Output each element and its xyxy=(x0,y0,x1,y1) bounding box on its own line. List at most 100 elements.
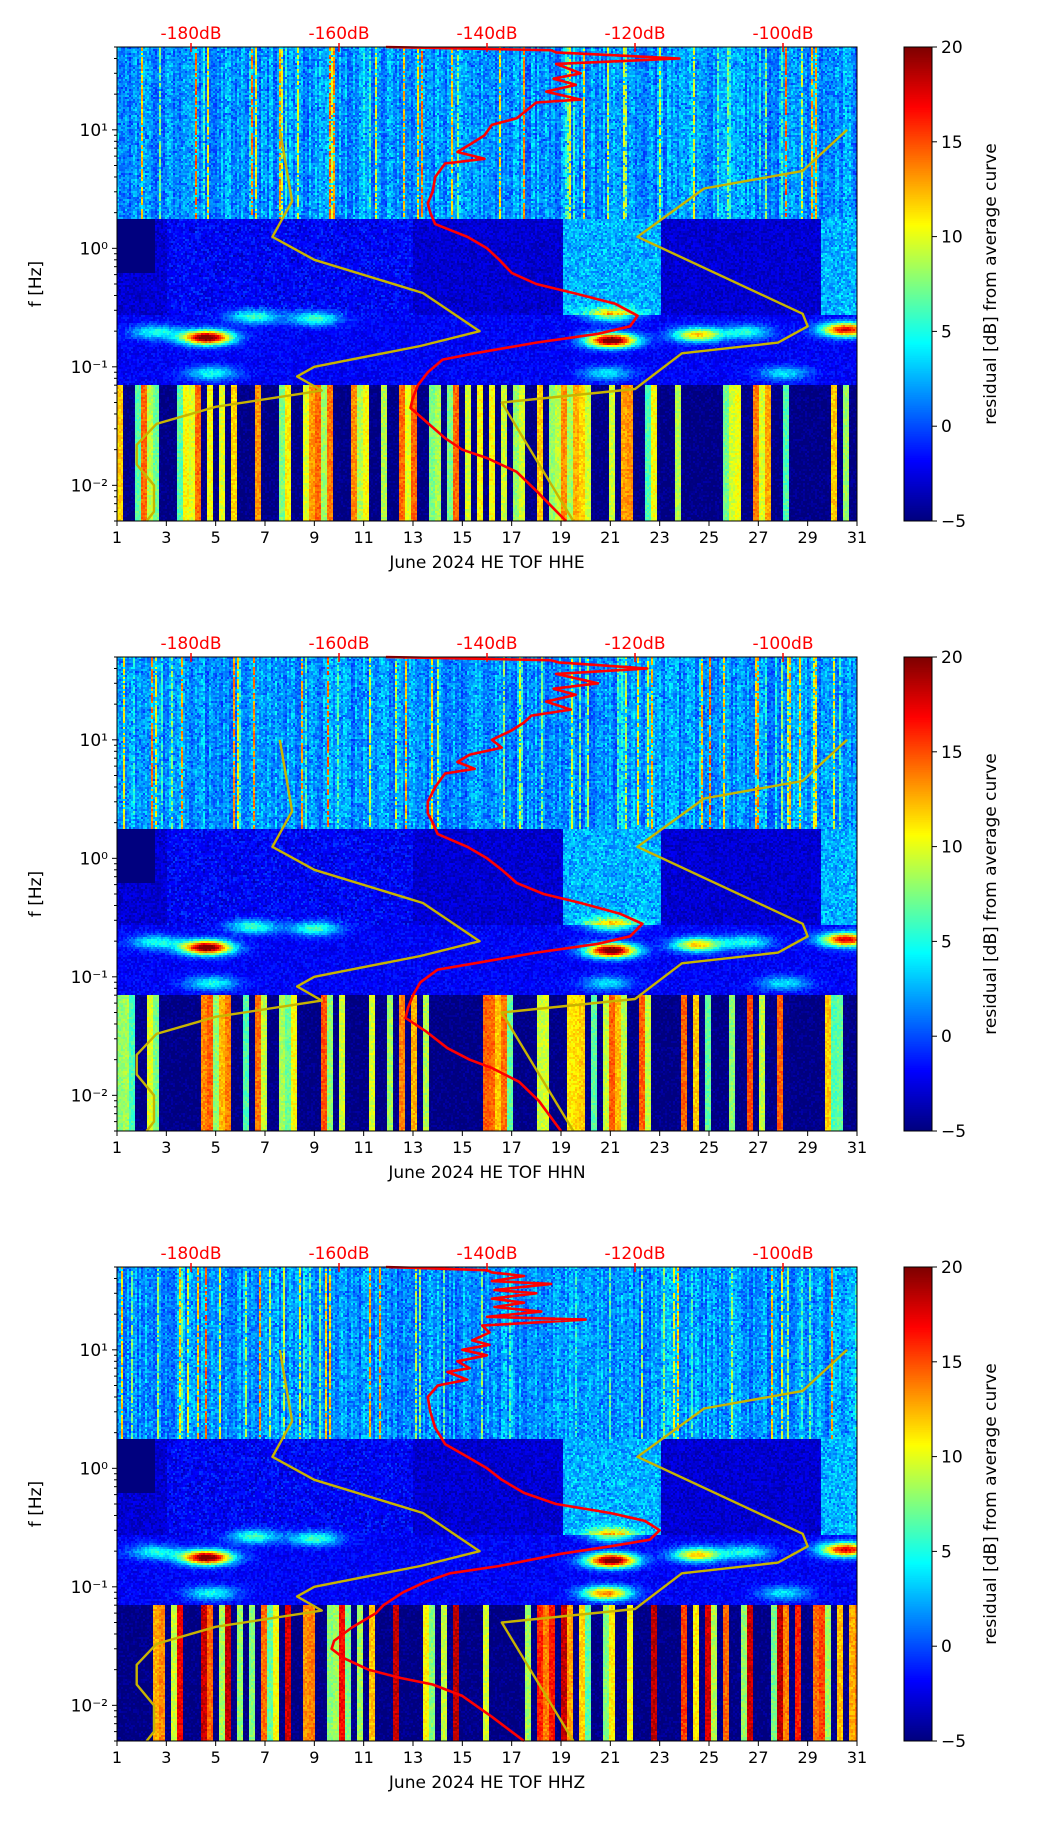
x-tick-label: 11 xyxy=(353,528,373,547)
top-db-tick-label: -100dB xyxy=(752,634,813,654)
y-tick-label: 10¹ xyxy=(80,121,108,141)
spectrogram-panel-hhz: 1 3 5 7 9 11 13 15 17 19 21 23 25 27 29 31 June 2024 HE … xyxy=(0,1220,1052,1830)
colorbar-frame xyxy=(903,1266,933,1742)
y-tick-label: 10¹ xyxy=(80,1341,108,1361)
series-line-average-psd xyxy=(330,1265,662,1743)
x-tick-label: 17 xyxy=(501,1138,521,1157)
colorbar-label: residual [dB] from average curve xyxy=(981,1363,1001,1644)
x-tick-label: 19 xyxy=(551,1138,571,1157)
top-db-tick-label: -180dB xyxy=(160,634,221,654)
x-tick-label: 9 xyxy=(309,528,319,547)
spectrogram-image xyxy=(117,657,857,1131)
x-tick-label: 23 xyxy=(649,1748,669,1767)
series-line-average-psd xyxy=(385,45,681,522)
colorbar-tick-label: 5 xyxy=(941,1542,952,1562)
x-tick-label: 25 xyxy=(699,1748,719,1767)
x-tick-label: 19 xyxy=(551,528,571,547)
x-tick-label: 3 xyxy=(161,528,171,547)
colorbar xyxy=(904,1267,932,1741)
series-line-low-noise-model xyxy=(135,1349,481,1742)
colorbar-tick-label: −5 xyxy=(941,1732,966,1752)
x-tick-label: 1 xyxy=(112,1748,122,1767)
x-tick-label: 27 xyxy=(748,1748,768,1767)
x-tick-label: 7 xyxy=(260,1748,270,1767)
y-axis-label: f [Hz] xyxy=(26,871,46,917)
top-db-tick-label: -140dB xyxy=(456,24,517,44)
top-db-tick-label: -120dB xyxy=(604,1244,665,1264)
colorbar-frame xyxy=(903,656,933,1132)
x-tick-label: 25 xyxy=(699,1138,719,1157)
colorbar-tick-label: 10 xyxy=(941,228,963,248)
x-tick-label: 23 xyxy=(649,1138,669,1157)
x-axis-label: June 2024 HE TOF HHE xyxy=(388,553,584,573)
colorbar-frame xyxy=(903,46,933,522)
plot-frame xyxy=(116,1266,858,1742)
y-axis-label: f [Hz] xyxy=(26,261,46,307)
x-tick-label: 11 xyxy=(353,1138,373,1157)
x-tick-label: 15 xyxy=(452,1748,472,1767)
x-tick-label: 9 xyxy=(309,1748,319,1767)
x-tick-label: 29 xyxy=(797,1748,817,1767)
x-tick-label: 7 xyxy=(260,1138,270,1157)
colorbar-tick-label: 20 xyxy=(941,648,963,668)
colorbar-tick-label: −5 xyxy=(941,1122,966,1142)
colorbar-tick-label: 20 xyxy=(941,1258,963,1278)
x-tick-label: 13 xyxy=(403,528,423,547)
x-tick-label: 27 xyxy=(748,528,768,547)
x-tick-label: 29 xyxy=(797,1138,817,1157)
series-line-low-noise-model xyxy=(135,739,481,1132)
x-tick-label: 29 xyxy=(797,528,817,547)
colorbar-tick-label: 15 xyxy=(941,743,963,763)
x-tick-label: 13 xyxy=(403,1138,423,1157)
x-tick-label: 13 xyxy=(403,1748,423,1767)
x-tick-label: 21 xyxy=(600,528,620,547)
x-tick-label: 27 xyxy=(748,1138,768,1157)
x-tick-label: 15 xyxy=(452,1138,472,1157)
colorbar-tick-label: 0 xyxy=(941,1027,952,1047)
colorbar-tick-label: 10 xyxy=(941,1448,963,1468)
x-tick-label: 31 xyxy=(847,1748,867,1767)
x-tick-label: 1 xyxy=(112,1138,122,1157)
series-line-low-noise-model xyxy=(135,129,481,522)
x-tick-label: 31 xyxy=(847,1138,867,1157)
colorbar-label: residual [dB] from average curve xyxy=(981,753,1001,1034)
x-tick-label: 19 xyxy=(551,1748,571,1767)
x-tick-label: 23 xyxy=(649,528,669,547)
colorbar-tick-label: 15 xyxy=(941,133,963,153)
top-db-tick-label: -100dB xyxy=(752,1244,813,1264)
x-tick-label: 7 xyxy=(260,528,270,547)
series-line-high-noise-model xyxy=(500,1348,848,1742)
plot-frame xyxy=(116,46,858,522)
top-db-tick-label: -180dB xyxy=(160,24,221,44)
y-tick-label: 10⁰ xyxy=(80,849,109,869)
x-axis-label: June 2024 HE TOF HHN xyxy=(387,1163,585,1183)
x-tick-label: 9 xyxy=(309,1138,319,1157)
x-tick-label: 15 xyxy=(452,528,472,547)
colorbar-tick-label: 5 xyxy=(941,932,952,952)
y-tick-label: 10⁰ xyxy=(80,1459,109,1479)
x-tick-label: 5 xyxy=(211,1138,221,1157)
top-db-tick-label: -160dB xyxy=(308,1244,369,1264)
top-db-tick-label: -180dB xyxy=(160,1244,221,1264)
plot-frame xyxy=(116,656,858,1132)
y-tick-label: 10⁻² xyxy=(71,1086,108,1106)
colorbar-tick-label: 15 xyxy=(941,1353,963,1373)
series-line-high-noise-model xyxy=(500,738,848,1132)
y-tick-label: 10⁰ xyxy=(80,239,109,259)
x-tick-label: 21 xyxy=(600,1138,620,1157)
x-tick-label: 3 xyxy=(161,1748,171,1767)
series-line-high-noise-model xyxy=(500,128,848,522)
colorbar-tick-label: 0 xyxy=(941,1637,952,1657)
spectrogram-panel-hhe: 1 3 5 7 9 11 13 15 17 19 21 23 25 27 29 31 June 2024 HE … xyxy=(0,0,1052,610)
colorbar xyxy=(904,47,932,521)
top-db-tick-label: -160dB xyxy=(308,634,369,654)
y-tick-label: 10¹ xyxy=(80,731,108,751)
y-tick-label: 10⁻¹ xyxy=(71,358,108,378)
colorbar xyxy=(904,657,932,1131)
spectrogram-image xyxy=(117,47,857,521)
x-tick-label: 17 xyxy=(501,528,521,547)
x-tick-label: 21 xyxy=(600,1748,620,1767)
x-tick-label: 25 xyxy=(699,528,719,547)
